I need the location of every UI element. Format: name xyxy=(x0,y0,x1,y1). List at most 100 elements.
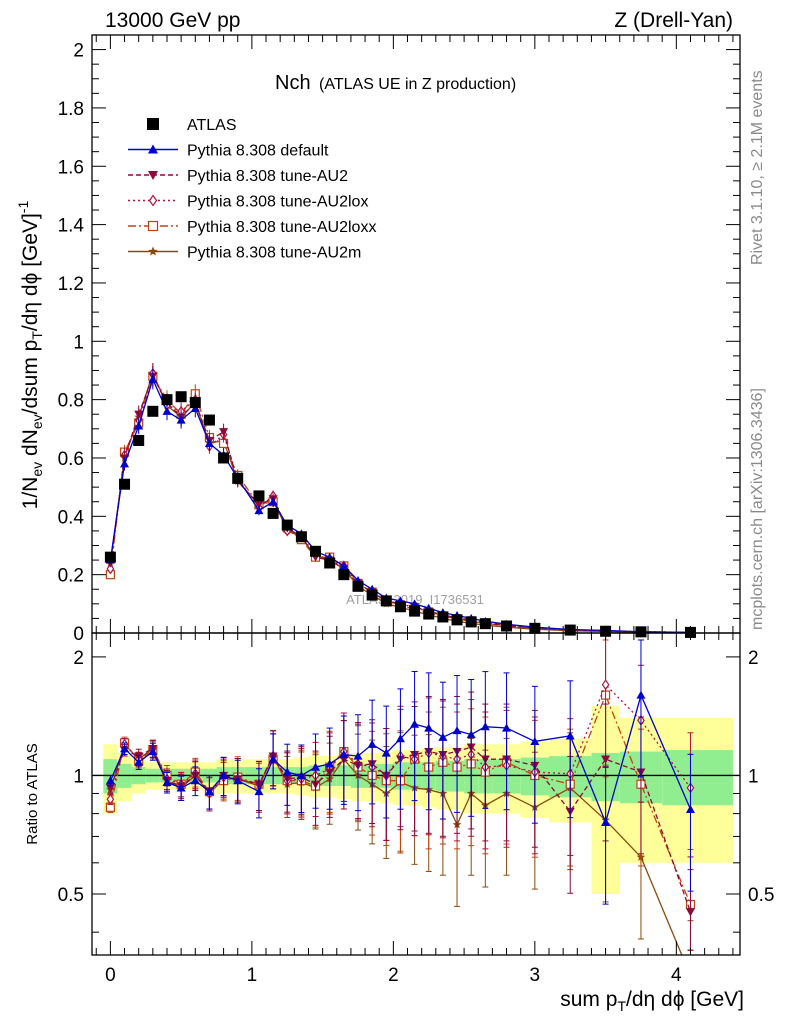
data-point-atlas xyxy=(451,614,463,626)
data-point-atlas xyxy=(253,490,265,502)
data-point-atlas xyxy=(189,397,201,409)
data-point-atlas xyxy=(409,605,421,617)
data-point-atlas xyxy=(465,616,477,628)
ratio-point-default xyxy=(438,732,448,741)
ratio-point-au2lox xyxy=(106,793,115,805)
data-point-atlas xyxy=(324,557,336,569)
data-point-default xyxy=(176,415,186,424)
ratio-point-default xyxy=(530,736,540,746)
ratio-point-default xyxy=(565,731,575,740)
ratio-point-default xyxy=(381,748,391,757)
ratio-line-au2lox xyxy=(109,683,692,800)
ratio-point-default xyxy=(105,776,115,785)
ratio-point-default xyxy=(367,739,377,748)
legend: ATLAS Pythia 8.308 default Pythia 8.308 tu… xyxy=(128,117,376,262)
ratio-series-default xyxy=(105,639,695,905)
header-right: Z (Drell-Yan) xyxy=(614,9,733,32)
y-tick-label: 1.4 xyxy=(58,216,85,237)
ratio-point-default xyxy=(120,744,130,753)
legend-marker xyxy=(147,220,159,232)
ratio-y-tick-label: 1 xyxy=(73,766,84,787)
data-point-default xyxy=(148,374,158,383)
legend-label: Pythia 8.308 tune-AU2loxx xyxy=(187,219,376,236)
legend-marker xyxy=(148,171,158,180)
main-plot-ytick-labels: 0 0.2 0.4 0.6 0.8 1 1.2 1.4 1.6 1.8 2 xyxy=(58,41,85,645)
x-tick-label: 1 xyxy=(247,965,258,986)
x-tick-label: 4 xyxy=(671,965,682,986)
ratio-series-group xyxy=(105,633,696,979)
y-tick-label: 0.8 xyxy=(58,391,84,412)
legend-marker xyxy=(148,194,158,207)
data-point-atlas xyxy=(147,405,159,417)
plot-title: Nch (ATLAS UE in Z production) xyxy=(275,72,516,94)
data-point-atlas xyxy=(366,589,378,601)
ratio-point-default xyxy=(395,734,405,743)
data-point-atlas xyxy=(338,569,350,581)
data-point-atlas xyxy=(218,452,230,464)
data-point-default xyxy=(204,438,214,447)
data-point-atlas xyxy=(423,608,435,620)
plot-title-main: Nch xyxy=(275,72,311,94)
ratio-y-tick-label: 0.5 xyxy=(58,885,84,906)
ratio-point-default xyxy=(134,757,144,766)
ratio-point-default xyxy=(204,787,214,796)
ratio-point-default xyxy=(353,751,363,760)
rivet-label: Rivet 3.1.10, ≥ 2.1M events xyxy=(749,70,766,265)
data-point-atlas xyxy=(104,551,116,563)
ratio-y-tick-label-right: 0.5 xyxy=(748,885,774,906)
data-point-atlas xyxy=(295,531,307,543)
data-point-atlas xyxy=(529,622,541,634)
band-inner xyxy=(662,750,733,806)
data-point-default xyxy=(120,459,130,468)
ratio-y-tick-label: 2 xyxy=(73,648,84,669)
ratio-plot-series xyxy=(105,633,696,979)
ratio-point-default xyxy=(502,723,512,732)
series-line-au2loxx xyxy=(109,374,691,634)
ratio-point-default xyxy=(601,817,611,826)
ratio-point-default xyxy=(410,719,420,728)
data-point-atlas xyxy=(203,414,215,426)
ratio-point-au2lox xyxy=(601,679,610,691)
ratio-point-default xyxy=(268,754,278,763)
data-point-default xyxy=(339,561,349,570)
data-point-atlas xyxy=(119,478,131,490)
legend-label: Pythia 8.308 tune-AU2lox xyxy=(187,194,368,211)
ratio-plot-panel: 0.5 0.5 1 1 2 2 0 1 2 3 4 Ratio to ATLAS sum pT/d… xyxy=(24,632,774,1014)
ratio-point-default xyxy=(162,777,172,787)
ratio-point-default xyxy=(339,750,349,759)
ratio-point-default xyxy=(685,804,695,813)
data-point-atlas xyxy=(232,472,244,484)
data-point-atlas xyxy=(600,625,612,637)
ratio-point-au2 xyxy=(601,755,611,764)
ratio-point-default xyxy=(176,783,186,792)
data-point-default xyxy=(162,406,172,415)
data-point-default xyxy=(254,505,264,515)
y-tick-label: 0.2 xyxy=(58,566,84,587)
ratio-plot-ticks xyxy=(92,633,740,955)
legend-marker xyxy=(148,144,158,154)
x-tick-label: 0 xyxy=(105,965,116,986)
data-point-default xyxy=(410,599,420,608)
ratio-y-tick-label-right: 1 xyxy=(748,766,759,787)
data-point-au2lox xyxy=(106,563,115,575)
data-point-atlas xyxy=(479,618,491,630)
data-point-atlas xyxy=(380,595,392,607)
data-point-atlas xyxy=(267,507,279,519)
data-point-atlas xyxy=(501,620,513,632)
header-left: 13000 GeV pp xyxy=(105,9,240,32)
ratio-point-default xyxy=(480,722,490,731)
y-tick-label: 1.8 xyxy=(58,99,84,120)
legend-label: Pythia 8.308 tune-AU2 xyxy=(187,168,348,185)
data-point-atlas xyxy=(394,601,406,613)
x-axis-label: sum pT/dη dϕ [GeV] xyxy=(560,988,744,1014)
data-point-atlas xyxy=(352,580,364,592)
data-point-atlas xyxy=(437,611,449,623)
ratio-point-au2m xyxy=(686,971,695,979)
legend-entry-au2lox: Pythia 8.308 tune-AU2lox xyxy=(128,194,368,211)
main-plot-panel: 0 0.2 0.4 0.6 0.8 1 1.2 1.4 1.6 1.8 2 ATLAS_2019_I… xyxy=(15,34,741,645)
mcplots-label: mcplots.cern.ch [arXiv:1306.3436] xyxy=(749,388,766,630)
series-atlas xyxy=(104,391,696,638)
y-tick-label: 1.2 xyxy=(58,274,84,295)
y-tick-label: 0.4 xyxy=(58,507,85,528)
